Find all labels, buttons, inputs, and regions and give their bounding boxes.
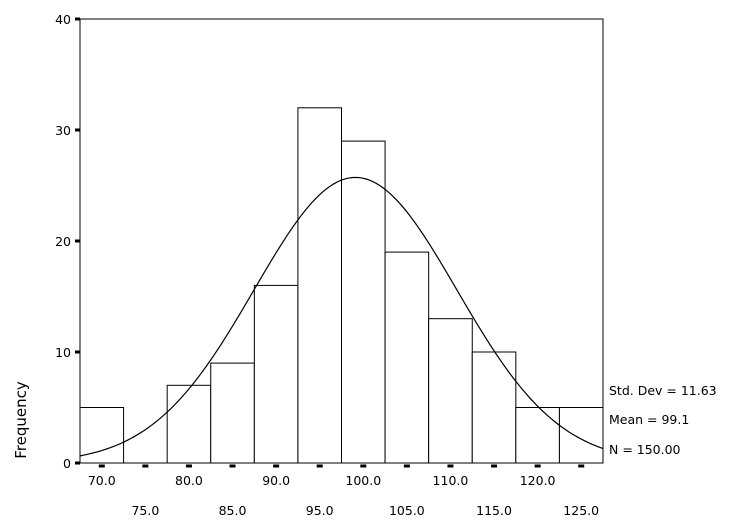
histogram-bar-100 [341, 140, 386, 464]
histogram-bar-115 [471, 351, 517, 464]
y-axis-title: Frequency [12, 381, 30, 459]
histogram-bar-85 [210, 362, 255, 464]
y-tick-label: 40 [55, 12, 71, 27]
histogram-bar-105 [384, 251, 430, 464]
x-tick-label: 80.0 [175, 473, 203, 488]
x-tick-label: 90.0 [262, 473, 290, 488]
mean-label: Mean = 99.1 [609, 412, 689, 427]
y-tick-label: 0 [63, 456, 71, 471]
x-tick-label: 120.0 [520, 473, 556, 488]
y-axis: 0 10 20 30 40 [55, 12, 80, 471]
std-dev-label: Std. Dev = 11.63 [609, 383, 717, 398]
histogram-bar-125 [558, 407, 604, 464]
x-axis: 70.0 80.0 90.0 100.0 110.0 120.0 75.0 85.0 95.0 1… [88, 464, 599, 518]
n-label: N = 150.00 [609, 442, 681, 457]
normal-curve [79, 176, 604, 457]
histogram-bar-120 [515, 407, 560, 464]
x-tick-label: 70.0 [88, 473, 116, 488]
x-tick-label: 75.0 [131, 503, 159, 518]
x-tick-label: 100.0 [345, 473, 381, 488]
histogram-bar-90 [253, 284, 299, 464]
histogram-bar-110 [428, 318, 473, 464]
x-tick-label: 105.0 [389, 503, 425, 518]
histogram-bars [79, 107, 604, 464]
stats-panel: Std. Dev = 11.63 Mean = 99.1 N = 150.00 [609, 383, 717, 457]
y-tick-label: 30 [55, 123, 71, 138]
histogram-bar-70 [79, 407, 125, 464]
histogram-bar-95 [297, 107, 342, 464]
x-tick-label: 85.0 [219, 503, 247, 518]
histogram-bar-80 [166, 384, 212, 464]
x-tick-label: 115.0 [476, 503, 512, 518]
y-tick-label: 20 [55, 234, 71, 249]
y-tick-label: 10 [55, 345, 71, 360]
x-tick-label: 110.0 [433, 473, 469, 488]
x-tick-label: 125.0 [563, 503, 599, 518]
x-tick-label: 95.0 [306, 503, 334, 518]
